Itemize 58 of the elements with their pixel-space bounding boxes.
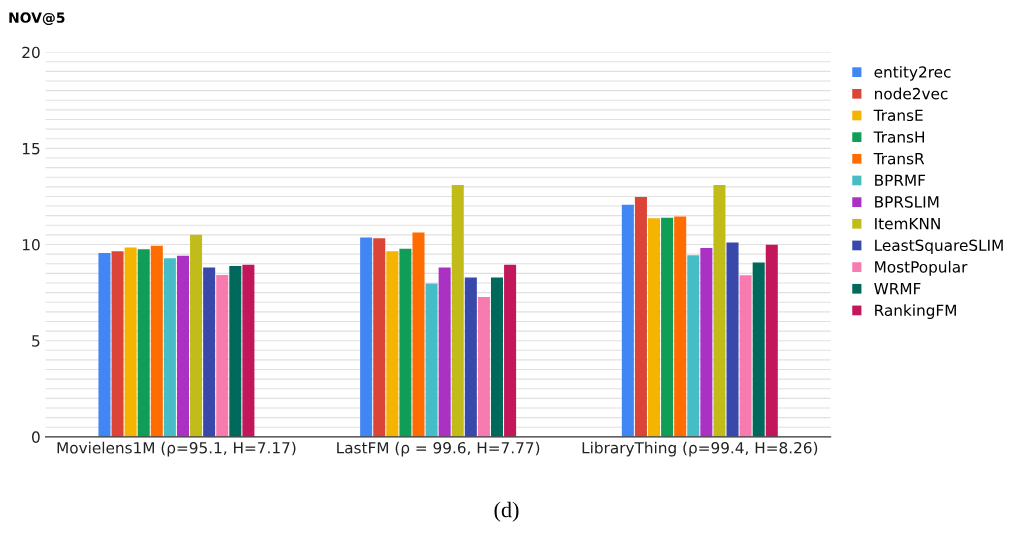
legend-label: BPRMF xyxy=(875,174,926,186)
legend-label: TransH xyxy=(873,131,924,143)
bar xyxy=(621,204,634,437)
x-tick-label: LibraryThing (ρ=99.4, H=8.26) xyxy=(582,441,818,457)
legend-label: MostPopular xyxy=(875,260,968,276)
bar xyxy=(150,245,163,437)
y-tick-label: 10 xyxy=(22,238,40,251)
bar xyxy=(739,275,752,437)
bar xyxy=(713,185,726,437)
text: (d) xyxy=(494,501,519,522)
bar xyxy=(412,232,425,437)
bar xyxy=(386,251,399,437)
bar xyxy=(661,217,674,437)
bar xyxy=(399,248,412,437)
bar xyxy=(373,238,386,437)
bar xyxy=(752,262,765,437)
bar xyxy=(765,244,778,437)
bar xyxy=(477,297,490,437)
bar xyxy=(124,247,137,437)
bar xyxy=(504,264,517,437)
bar xyxy=(111,251,124,437)
bar xyxy=(674,216,687,437)
bar xyxy=(438,267,451,437)
bar xyxy=(242,264,255,437)
bar xyxy=(648,218,661,437)
bar xyxy=(451,185,464,437)
legend-label: LeastSquareSLIM xyxy=(875,239,1003,255)
y-tick-label: 15 xyxy=(22,143,40,155)
bar xyxy=(687,255,700,437)
legend-label: RankingFM xyxy=(875,304,956,319)
legend-label: WRMF xyxy=(874,283,921,295)
bar xyxy=(360,237,373,437)
legend-label: BPRSLIM xyxy=(875,196,939,208)
legend-label: entity2rec xyxy=(874,65,951,81)
bar xyxy=(137,249,150,437)
bar xyxy=(490,277,504,437)
legend-label: node2vec xyxy=(875,87,948,100)
legend-label: TransR xyxy=(873,153,925,165)
bar xyxy=(190,234,203,437)
bar xyxy=(634,197,647,437)
legend-label: TransE xyxy=(873,109,923,122)
bar xyxy=(203,267,216,437)
bar xyxy=(216,274,229,437)
bar xyxy=(425,283,438,437)
bar xyxy=(163,258,176,437)
x-tick-label: LastFM (ρ = 99.6, H=7.77) xyxy=(337,441,540,457)
bar xyxy=(98,252,111,437)
bar xyxy=(176,255,189,437)
y-tick-label: 5 xyxy=(32,335,40,347)
y-tick-label: 0 xyxy=(32,431,40,443)
bar xyxy=(700,247,713,437)
bar xyxy=(726,242,739,437)
y-axis-title: NOV@5 xyxy=(9,12,65,26)
bar xyxy=(229,266,242,437)
y-tick-label: 20 xyxy=(22,46,40,59)
legend-label: ItemKNN xyxy=(875,218,940,230)
bar xyxy=(464,277,477,437)
x-tick-label: Movielens1M (ρ=95.1, H=7.17) xyxy=(57,441,296,457)
